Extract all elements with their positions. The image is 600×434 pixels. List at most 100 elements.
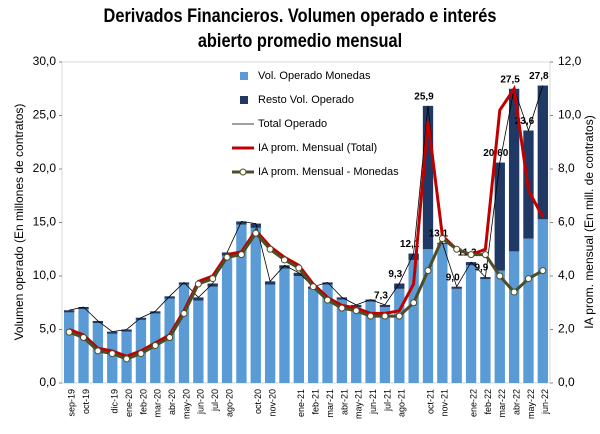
legend-label: Total Operado <box>258 118 327 130</box>
y-tick-label: 25,0 <box>33 108 57 122</box>
bar <box>537 85 548 220</box>
bar <box>480 277 491 280</box>
bar <box>107 331 118 334</box>
marker <box>324 296 332 304</box>
bar <box>480 279 491 383</box>
x-tick-label: mar-20 <box>153 389 163 418</box>
data-label: 7,3 <box>374 291 388 302</box>
marker <box>395 312 403 320</box>
marker <box>410 299 418 307</box>
x-tick-label: dic-19 <box>110 389 120 414</box>
bar <box>322 282 333 285</box>
marker <box>510 288 518 296</box>
bar <box>279 268 290 383</box>
x-tick-label: mar-22 <box>497 389 507 418</box>
data-label: 13,1 <box>429 228 449 239</box>
bar <box>121 329 132 332</box>
bar <box>336 297 348 300</box>
legend-swatch <box>240 72 248 80</box>
y2-tick-label: 2,0 <box>558 322 575 336</box>
y2-tick-label: 10,0 <box>558 108 582 122</box>
bar <box>250 227 261 383</box>
bar <box>135 317 147 320</box>
marker <box>65 328 73 336</box>
marker <box>252 229 260 237</box>
bar <box>107 333 118 383</box>
bar <box>351 307 362 383</box>
x-tick-label: ene-21 <box>296 389 306 417</box>
y2-tick-label: 8,0 <box>558 161 575 175</box>
marker <box>94 347 102 355</box>
x-tick-label: nov-21 <box>440 389 450 417</box>
y-tick-label: 30,0 <box>33 54 57 68</box>
y-tick-label: 0,0 <box>39 375 56 389</box>
bar <box>508 251 520 383</box>
bar <box>408 259 419 383</box>
marker <box>338 304 346 312</box>
marker <box>80 334 88 342</box>
data-label: 27,5 <box>500 74 520 85</box>
bar <box>394 283 405 289</box>
y-axis-title: Volumen operado (En millones de contrato… <box>12 104 26 341</box>
bar <box>508 88 520 252</box>
bar <box>193 297 204 301</box>
bar <box>437 243 448 383</box>
marker <box>280 256 288 264</box>
bar <box>422 105 434 250</box>
x-tick-label: oct-19 <box>81 389 91 414</box>
bar <box>92 320 104 324</box>
data-label: 23,6 <box>515 116 535 127</box>
marker <box>237 251 245 259</box>
bar <box>523 238 534 383</box>
x-tick-label: abr-20 <box>167 389 177 415</box>
x-tick-label: mar-21 <box>325 389 335 418</box>
bar <box>494 270 505 383</box>
bar <box>451 286 462 289</box>
bar <box>279 265 290 269</box>
y2-axis-title: IA prom. mensual (En mill. de contratos) <box>582 115 596 328</box>
bar <box>207 286 218 383</box>
x-tick-label: may-20 <box>181 389 191 419</box>
bar <box>422 249 434 383</box>
bar <box>150 311 161 314</box>
x-tick-label: jul-20 <box>210 389 220 412</box>
marker <box>123 355 131 363</box>
marker <box>481 251 489 259</box>
data-label: 9,0 <box>446 272 460 283</box>
bar <box>164 296 175 299</box>
bar <box>494 162 505 271</box>
y2-tick-label: 0,0 <box>558 375 575 389</box>
x-tick-label: abr-21 <box>339 389 349 415</box>
y-tick-label: 10,0 <box>33 268 57 282</box>
y-tick-label: 5,0 <box>39 322 56 336</box>
bar <box>465 262 477 266</box>
x-tick-label: sep-19 <box>67 389 77 417</box>
y2-tick-label: 12,0 <box>558 54 582 68</box>
data-label: 9,3 <box>388 269 402 280</box>
bar <box>207 283 218 287</box>
y-tick-label: 20,0 <box>33 161 57 175</box>
marker <box>367 312 375 320</box>
x-tick-label: jun-20 <box>196 389 206 415</box>
x-tick-label: feb-21 <box>311 389 321 415</box>
marker <box>524 275 532 283</box>
marker <box>108 350 116 358</box>
legend-label: Vol. Operado Monedas <box>258 70 371 82</box>
x-tick-label: jul-21 <box>382 389 392 412</box>
marker <box>309 283 317 291</box>
x-tick-label: may-21 <box>354 389 364 419</box>
series-line <box>68 230 544 361</box>
bar <box>379 307 391 383</box>
data-label: 12,1 <box>400 239 420 250</box>
data-label: 9,9 <box>474 263 488 274</box>
bar <box>250 223 261 228</box>
marker <box>151 342 159 350</box>
marker <box>438 235 446 243</box>
data-label: 25,9 <box>414 92 434 103</box>
y2-tick-label: 4,0 <box>558 268 575 282</box>
bar <box>394 288 405 383</box>
bar <box>308 288 319 383</box>
legend-label: Resto Vol. Operado <box>258 94 354 106</box>
bar <box>537 219 548 383</box>
